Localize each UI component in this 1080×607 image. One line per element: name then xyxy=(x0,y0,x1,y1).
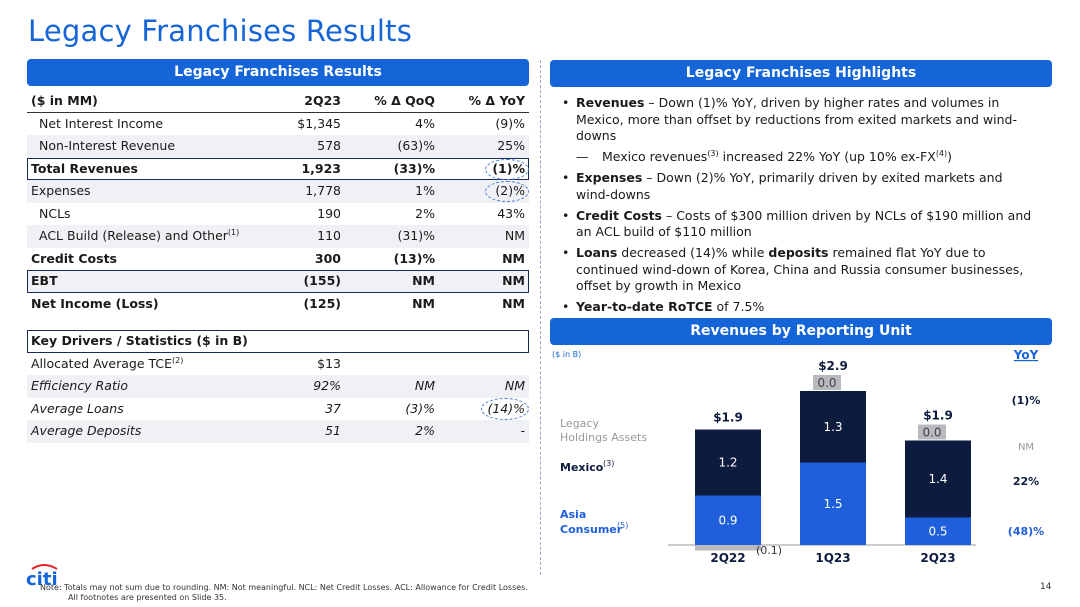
bar-mexico xyxy=(800,391,866,463)
legend-mexico: Mexico xyxy=(560,461,604,474)
highlight-loans: Loans decreased (14)% while deposits rem… xyxy=(562,245,1032,295)
table-row: Expenses 1,778 1% (2)% xyxy=(27,180,529,203)
category-label: 1Q23 xyxy=(815,551,850,565)
highlight-mexico: Mexico revenues(3) increased 22% YoY (up… xyxy=(562,149,1032,166)
highlight-circle xyxy=(481,397,529,420)
data-label: 1.4 xyxy=(928,472,947,486)
highlight-circle xyxy=(485,181,529,202)
table-row: Non-Interest Revenue 578 (63)% 25% xyxy=(27,135,529,158)
section-divider xyxy=(540,60,541,575)
table-row: ACL Build (Release) and Other(1) 110 (31… xyxy=(27,225,529,248)
footnote: Note: Totals may not sum due to rounding… xyxy=(40,583,528,602)
citi-logo: citi xyxy=(26,564,58,588)
table-row: Net Income (Loss) (125) NM NM xyxy=(31,295,525,311)
legend-mexico-sup: (3) xyxy=(603,459,614,468)
legend-asia-1: Asia xyxy=(560,508,586,521)
table-row: Efficiency Ratio 92% NM NM xyxy=(27,375,529,398)
bar-mexico xyxy=(695,429,761,496)
total-label: $2.9 xyxy=(818,359,848,373)
data-label: 0.9 xyxy=(718,513,737,527)
bar-legacy-holdings xyxy=(813,375,841,390)
data-label: 0.0 xyxy=(817,376,836,390)
total-label: $1.9 xyxy=(713,411,743,425)
data-label: 1.5 xyxy=(823,497,842,511)
highlight-circle xyxy=(485,158,529,180)
revenue-chart: ($ in B) 0.9 1.2 (0.1) $1.9 2Q22 1.5 1.3 0.0 $2.9… xyxy=(552,348,1044,565)
highlight-revenues: Revenues – Down (1)% YoY, driven by high… xyxy=(562,95,1032,145)
chart-banner: Revenues by Reporting Unit xyxy=(550,318,1052,345)
svg-text:citi: citi xyxy=(26,569,58,588)
page-number: 14 xyxy=(1040,582,1052,592)
data-label: 0.5 xyxy=(928,524,947,538)
page-title: Legacy Franchises Results xyxy=(28,14,413,48)
data-label: (0.1) xyxy=(756,544,782,557)
legend-legacy-1: Legacy xyxy=(560,417,599,430)
table-row: Average Loans 37 (3)% (14)% xyxy=(27,397,529,421)
table-row-total-revenues: Total Revenues 1,923 (33)% (1)% xyxy=(27,157,529,180)
highlight-credit-costs: Credit Costs – Costs of $300 million dri… xyxy=(562,208,1032,241)
legend-asia-sup: (5) xyxy=(617,521,628,530)
stats-header: Key Drivers / Statistics ($ in B) xyxy=(27,330,529,353)
table-row: Credit Costs 300 (13)% NM xyxy=(31,250,525,266)
yoy-total: (1)% xyxy=(1012,394,1041,407)
table-row: Allocated Average TCE(2) $13 xyxy=(31,355,341,371)
table-header: ($ in MM) 2Q23 % Δ QoQ % Δ YoY xyxy=(27,90,529,113)
total-label: $1.9 xyxy=(923,409,953,423)
table-row: NCLs 190 2% 43% xyxy=(39,205,525,221)
legend-legacy-2: Holdings Assets xyxy=(560,431,647,444)
stats-table: Key Drivers / Statistics ($ in B) Alloca… xyxy=(27,330,529,443)
yoy-header: YoY xyxy=(1013,348,1039,362)
legend-asia-2: Consumer xyxy=(560,523,623,536)
data-label: 0.0 xyxy=(922,426,941,440)
category-label: 2Q23 xyxy=(920,551,955,565)
bar-asia-consumer xyxy=(695,495,761,545)
units-label: ($ in B) xyxy=(552,350,581,359)
right-banner: Legacy Franchises Highlights xyxy=(550,60,1052,87)
yoy-asia: (48)% xyxy=(1008,525,1044,538)
table-row: Net Interest Income $1,345 4% (9)% xyxy=(39,115,525,131)
bar-legacy-holdings xyxy=(918,424,946,440)
results-table: ($ in MM) 2Q23 % Δ QoQ % Δ YoY Net Inter… xyxy=(27,90,529,315)
data-label: 1.2 xyxy=(718,456,737,470)
table-row: Average Deposits 51 2% - xyxy=(27,420,529,443)
yoy-legacy: NM xyxy=(1018,442,1034,453)
bar-asia-consumer xyxy=(800,462,866,545)
table-row-ebt: EBT (155) NM NM xyxy=(27,270,529,293)
category-label: 2Q22 xyxy=(710,551,745,565)
highlights-list: Revenues – Down (1)% YoY, driven by high… xyxy=(562,95,1032,320)
bar-legacy-holdings xyxy=(695,545,761,551)
highlight-rotce: Year-to-date RoTCE of 7.5% xyxy=(562,299,1032,316)
yoy-mexico: 22% xyxy=(1013,475,1039,488)
highlight-expenses: Expenses – Down (2)% YoY, primarily driv… xyxy=(562,170,1032,203)
left-banner: Legacy Franchises Results xyxy=(27,59,529,86)
bar-mexico xyxy=(905,440,971,518)
data-label: 1.3 xyxy=(823,420,842,434)
bar-asia-consumer xyxy=(905,517,971,545)
